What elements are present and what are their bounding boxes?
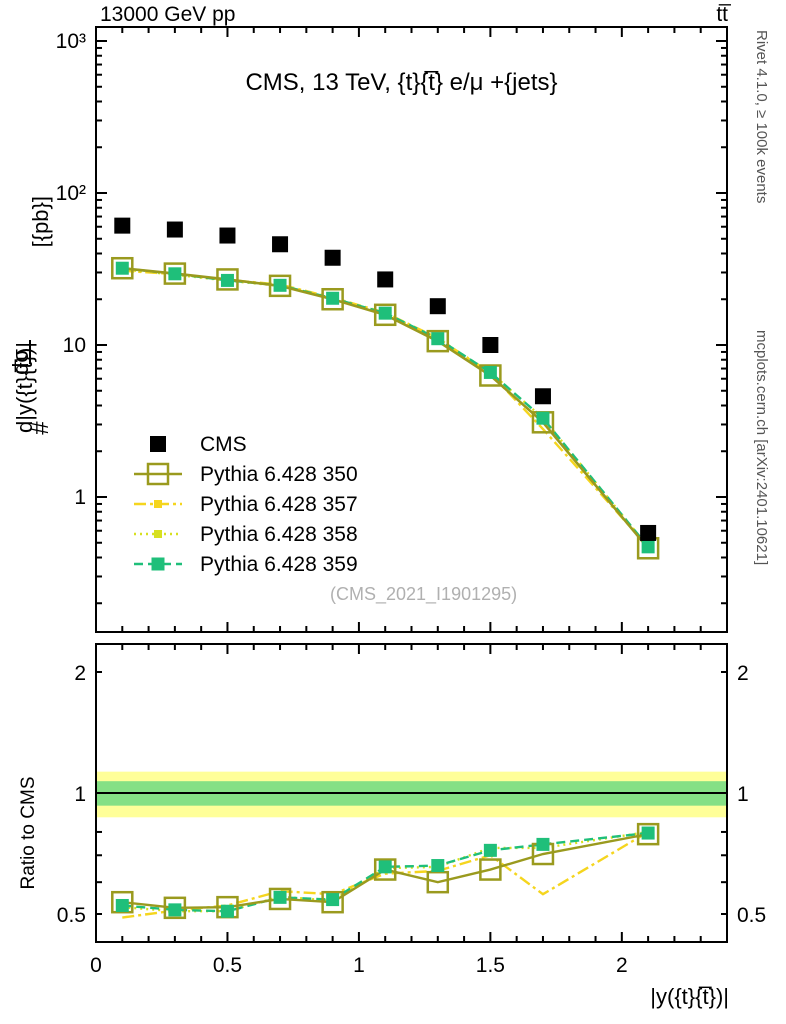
ratio-marker-359 [168,903,182,917]
main-marker-359 [326,291,340,305]
main-marker-350 [216,268,239,291]
ratio-axis-title: Ratio to CMS [18,777,39,890]
main-marker-359 [273,278,287,292]
legend-label: Pythia 6.428 357 [200,493,358,516]
main-marker-350 [111,256,134,280]
ratio-marker-350 [163,896,187,920]
cms-data-point [324,249,341,266]
legend-marker [154,530,162,538]
main-ytick-label: 10² [56,182,86,205]
legend-label: Pythia 6.428 358 [200,523,358,546]
ratio-ytick-label: 0.5 [57,904,86,927]
ratio-ytick-label: 1 [74,783,86,806]
ratio-marker-350 [426,870,450,894]
main-marker-359 [536,411,550,425]
ratio-marker-359 [431,859,445,873]
analysis-watermark: (CMS_2021_I1901295) [330,584,517,605]
xtick-label: 1.5 [476,954,505,977]
ratio-marker-359 [536,837,550,851]
cms-data-point [377,271,394,288]
generator-info-label: Rivet 4.1.0, ≥ 100k events [753,30,770,204]
ratio-ytick-label: 0.5 [737,904,766,927]
ratio-marker-359 [326,893,340,907]
cms-data-point [114,217,131,234]
main-plot-title: CMS, 13 TeV, {t}{t̅} e/μ +{jets} [245,69,557,96]
ratio-marker-350 [373,858,397,881]
ratio-marker-350 [479,858,502,881]
ratio-marker-359 [641,826,655,840]
main-ytick-label: 10³ [56,30,86,53]
xtick-label: 0.5 [213,954,242,977]
ratio-series-line [122,831,649,913]
main-marker-350 [373,303,397,327]
y-axis-title-denominator: d|y({t}{t̅})| [12,342,37,433]
y-axis-title-numerator: dσ [8,349,33,375]
main-marker-359 [641,540,655,554]
ratio-marker-359 [220,904,234,918]
legend-label: CMS [200,433,247,456]
ratio-series-line [122,830,649,919]
xtick-label: 1 [353,954,365,977]
cms-data-point [219,227,236,244]
ratio-ytick-label: 1 [737,783,749,806]
legend-marker [151,557,165,571]
main-marker-359 [220,273,234,287]
legend-label: Pythia 6.428 359 [200,553,358,576]
main-marker-359 [483,365,497,379]
legend-marker [146,462,170,486]
cms-data-point [166,221,183,238]
cms-data-point [534,388,551,405]
main-marker-359 [115,261,129,275]
ratio-series-line [122,832,649,910]
main-marker-350 [321,287,344,311]
x-axis-title: |y({t}{t̅})| [650,984,729,1009]
cms-data-point [640,524,657,541]
y-axis-title-prefix: # [27,421,54,435]
main-marker-359 [431,332,445,346]
ratio-ytick-label: 2 [737,662,749,685]
ratio-marker-359 [483,843,497,857]
legend-marker-cms [150,436,166,452]
ratio-marker-359 [115,898,129,912]
ratio-marker-359 [378,860,392,874]
main-marker-350 [163,262,187,285]
main-marker-350 [426,329,450,353]
main-marker-350 [268,274,292,298]
cms-data-point [272,236,289,253]
main-marker-350 [479,364,502,387]
ratio-marker-350 [111,890,134,914]
ratio-marker-359 [273,890,287,904]
process-label: tt̅ [716,3,728,26]
main-plot-frame [95,26,728,633]
cms-data-point [429,298,446,315]
ratio-marker-350 [636,822,660,846]
legend-label: Pythia 6.428 350 [200,463,358,486]
cms-data-point [482,337,499,353]
beam-energy-label: 13000 GeV pp [100,3,236,26]
ratio-marker-350 [321,890,344,914]
ratio-ytick-label: 2 [74,662,86,685]
main-ytick-label: 1 [74,486,86,509]
main-marker-359 [378,306,392,320]
legend-marker [154,500,162,508]
main-ytick-label: 10 [63,334,86,357]
main-marker-359 [168,267,182,281]
y-axis-title-units: [{pb}] [28,196,53,247]
xtick-label: 0 [90,954,102,977]
source-info-label: mcplots.cern.ch [arXiv:2401.10621] [753,330,770,566]
ratio-marker-350 [268,887,292,911]
xtick-label: 2 [616,954,628,977]
main-series-line [122,266,650,550]
